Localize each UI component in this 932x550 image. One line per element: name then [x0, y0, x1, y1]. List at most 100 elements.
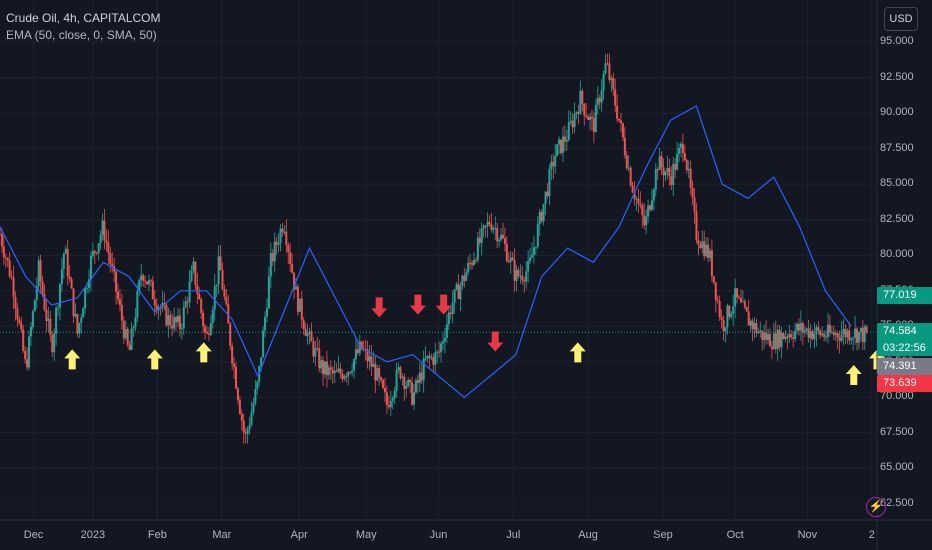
- candle-body: [844, 328, 847, 338]
- candle-body: [238, 400, 241, 414]
- candle-body: [180, 328, 183, 330]
- candle-body: [561, 136, 564, 153]
- candle-body: [235, 366, 238, 389]
- candle-body: [190, 270, 193, 282]
- symbol-title: Crude Oil, 4h, CAPITALCOM: [6, 11, 161, 25]
- candle-body: [265, 308, 268, 317]
- candle-body: [532, 247, 535, 256]
- buy-arrow-icon: [146, 349, 163, 370]
- candle-body: [155, 305, 158, 311]
- candle-body: [374, 363, 377, 381]
- candle-body: [707, 244, 710, 258]
- candle-body: [28, 336, 31, 368]
- candle-body: [749, 320, 752, 326]
- price-tick-label: 85.000: [880, 177, 914, 190]
- candle-body: [852, 337, 855, 339]
- candle-body: [227, 304, 230, 324]
- candle-body: [169, 315, 172, 326]
- candle-body: [310, 331, 313, 342]
- candle-body: [594, 104, 597, 132]
- candle-body: [488, 221, 491, 225]
- candle-body: [697, 240, 700, 245]
- candle-body: [153, 299, 156, 306]
- candle-body: [372, 363, 375, 367]
- candle-body: [649, 205, 652, 210]
- candle-body: [548, 168, 551, 197]
- candle-body: [118, 299, 121, 305]
- candle-body: [20, 322, 23, 330]
- candle-body: [788, 334, 791, 338]
- candle-body: [708, 250, 711, 258]
- lightning-icon[interactable]: ⚡: [866, 497, 886, 517]
- candle-body: [768, 334, 771, 347]
- candle-body: [39, 260, 42, 282]
- candle-body: [428, 355, 431, 359]
- candle-body: [513, 260, 516, 281]
- candle-body: [863, 326, 866, 343]
- candle-body: [76, 314, 79, 334]
- time-tick-label: Jun: [429, 529, 448, 541]
- candle-body: [631, 185, 634, 193]
- candle-body: [801, 323, 804, 333]
- candle-body: [107, 242, 110, 254]
- candle-body: [281, 228, 284, 233]
- candle-body: [391, 398, 394, 402]
- candle-body: [294, 286, 297, 290]
- candle-body: [225, 296, 228, 305]
- candle-body: [2, 246, 5, 258]
- candle-body: [229, 323, 232, 346]
- candle-body: [4, 257, 7, 259]
- candle-body: [93, 250, 96, 253]
- candle-body: [420, 372, 423, 381]
- candle-body: [525, 271, 528, 282]
- candle-body: [480, 228, 483, 243]
- ema-price-label: 74.391: [877, 358, 932, 375]
- candle-body: [68, 276, 71, 280]
- candle-body: [244, 432, 247, 434]
- candle-body: [840, 334, 843, 341]
- candle-body: [151, 281, 154, 300]
- candle-body: [424, 358, 427, 360]
- candle-body: [741, 301, 744, 303]
- candle-body: [279, 228, 282, 244]
- candle-body: [111, 263, 114, 266]
- candle-body: [353, 359, 356, 371]
- candle-body: [720, 317, 723, 320]
- candle-body: [627, 167, 630, 169]
- sell-arrow-icon: [409, 294, 426, 315]
- indicator-label[interactable]: EMA (50, close, 0, SMA, 50): [6, 28, 157, 42]
- candle-body: [761, 330, 764, 341]
- candle-body: [817, 327, 820, 331]
- candle-body: [658, 156, 661, 171]
- candle-body: [645, 216, 648, 226]
- candle-body: [432, 357, 435, 365]
- candle-body: [538, 211, 541, 225]
- candle-body: [790, 334, 793, 338]
- candle-body: [747, 311, 750, 326]
- candle-body: [252, 403, 255, 413]
- candle-body: [813, 333, 816, 340]
- candle-body: [614, 89, 617, 106]
- candle-body: [209, 323, 212, 335]
- candle-body: [600, 90, 603, 103]
- currency-button[interactable]: USD: [884, 7, 918, 31]
- candle-body: [629, 167, 632, 186]
- candle-body: [581, 90, 584, 104]
- candle-body: [534, 246, 537, 248]
- candle-body: [205, 332, 208, 334]
- candle-body: [395, 369, 398, 391]
- candle-body: [366, 349, 369, 362]
- time-tick-label: Mar: [212, 529, 232, 541]
- candle-body: [250, 412, 253, 425]
- candle-body: [64, 248, 67, 254]
- candle-body: [618, 118, 621, 121]
- candle-body: [494, 227, 497, 229]
- candle-body: [776, 329, 779, 349]
- candle-body: [55, 308, 58, 334]
- candle-body: [797, 323, 800, 331]
- candle-body: [486, 221, 489, 227]
- candle-body: [318, 348, 321, 369]
- candle-body: [780, 333, 783, 348]
- candle-body: [784, 336, 787, 340]
